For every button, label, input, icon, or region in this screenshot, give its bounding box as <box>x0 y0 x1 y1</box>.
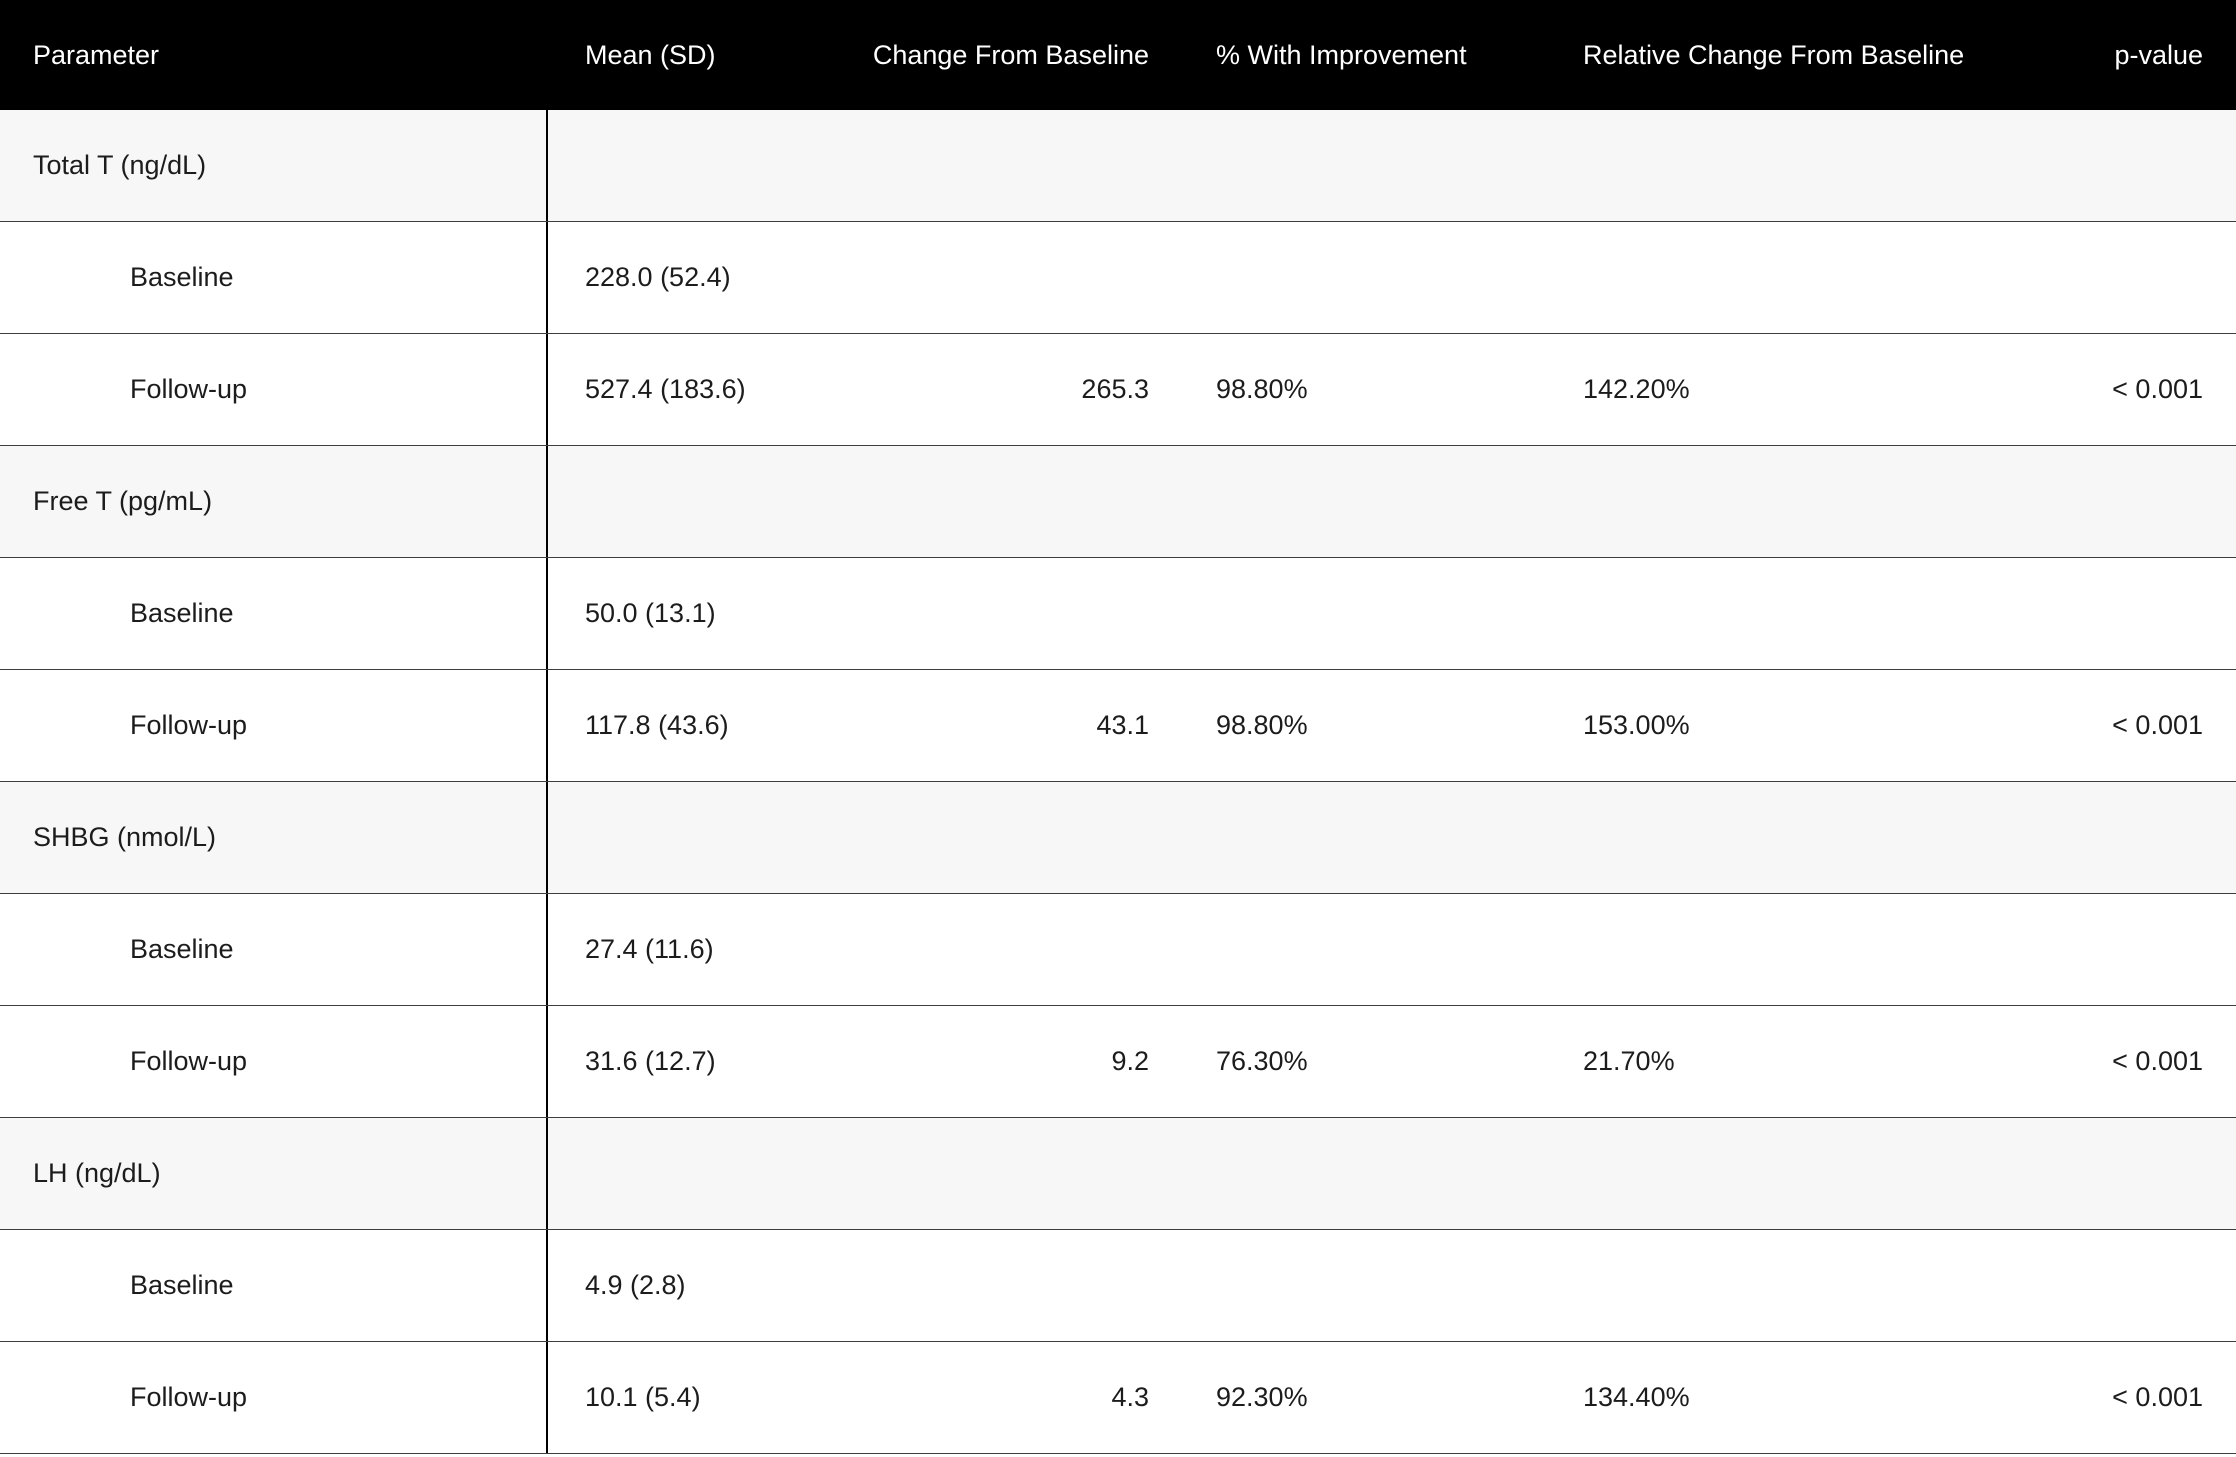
parameter-cell: Baseline <box>0 558 548 669</box>
relative-change-cell <box>1549 1230 2061 1341</box>
parameter-cell: LH (ng/dL) <box>0 1118 548 1229</box>
relative-change-cell <box>1549 446 2061 557</box>
parameter-cell: Follow-up <box>0 1342 548 1453</box>
parameter-cell: Total T (ng/dL) <box>0 110 548 221</box>
mean-sd-cell: 10.1 (5.4) <box>585 1382 701 1413</box>
relative-change-cell <box>1549 222 2061 333</box>
pct-improvement-cell: 98.80% <box>1216 710 1308 741</box>
mean-sd-cell: 31.6 (12.7) <box>585 1046 716 1077</box>
column-header-pct-with-improvement: % With Improvement <box>1216 39 1467 70</box>
relative-change-cell <box>1549 894 2061 1005</box>
relative-change-cell <box>1549 110 2061 221</box>
p-value-cell <box>2061 894 2236 1005</box>
column-header-p-value: p-value <box>2114 39 2203 70</box>
p-value-cell <box>2061 110 2236 221</box>
change-cell <box>834 222 1182 333</box>
change-cell <box>834 782 1182 893</box>
column-header-relative-change: Relative Change From Baseline <box>1583 39 1965 70</box>
mean-sd-cell: 50.0 (13.1) <box>585 598 716 629</box>
parameter-cell: Baseline <box>0 1230 548 1341</box>
pct-improvement-cell <box>1182 110 1549 221</box>
change-cell: 265.3 <box>1081 374 1149 405</box>
relative-change-cell: 142.20% <box>1583 374 1690 405</box>
relative-change-cell <box>1549 558 2061 669</box>
mean-sd-cell: 4.9 (2.8) <box>585 1270 686 1301</box>
p-value-cell: < 0.001 <box>2112 1382 2203 1413</box>
parameter-cell: Free T (pg/mL) <box>0 446 548 557</box>
column-header-mean-sd: Mean (SD) <box>585 39 716 70</box>
pct-improvement-cell <box>1182 446 1549 557</box>
relative-change-cell <box>1549 782 2061 893</box>
mean-sd-cell <box>548 110 834 221</box>
parameter-cell: Baseline <box>0 894 548 1005</box>
change-cell <box>834 894 1182 1005</box>
p-value-cell: < 0.001 <box>2112 710 2203 741</box>
column-header-parameter: Parameter <box>0 0 548 110</box>
relative-change-cell: 153.00% <box>1583 710 1690 741</box>
parameter-cell: Baseline <box>0 222 548 333</box>
table-row-group: Total T (ng/dL) <box>0 110 2236 222</box>
mean-sd-cell <box>548 1118 834 1229</box>
pct-improvement-cell: 92.30% <box>1216 1382 1308 1413</box>
table-row: Follow-up 31.6 (12.7) 9.2 76.30% 21.70% < 0.0… <box>0 1006 2236 1118</box>
mean-sd-cell: 27.4 (11.6) <box>585 934 714 965</box>
p-value-cell <box>2061 446 2236 557</box>
mean-sd-cell <box>548 446 834 557</box>
pct-improvement-cell: 76.30% <box>1216 1046 1308 1077</box>
p-value-cell: < 0.001 <box>2112 374 2203 405</box>
table-body: Total T (ng/dL) Baseline 228.0 (52.4) Follo… <box>0 110 2236 1454</box>
table-row-group: Free T (pg/mL) <box>0 446 2236 558</box>
p-value-cell <box>2061 558 2236 669</box>
relative-change-cell: 134.40% <box>1583 1382 1690 1413</box>
p-value-cell <box>2061 1230 2236 1341</box>
change-cell: 4.3 <box>1111 1382 1149 1413</box>
change-cell <box>834 1230 1182 1341</box>
table-row-group: LH (ng/dL) <box>0 1118 2236 1230</box>
pct-improvement-cell <box>1182 558 1549 669</box>
table-row: Follow-up 527.4 (183.6) 265.3 98.80% 142.20%… <box>0 334 2236 446</box>
change-cell <box>834 110 1182 221</box>
parameter-cell: Follow-up <box>0 1006 548 1117</box>
parameter-cell: Follow-up <box>0 334 548 445</box>
mean-sd-cell: 117.8 (43.6) <box>585 710 729 741</box>
table-row: Follow-up 117.8 (43.6) 43.1 98.80% 153.00% < … <box>0 670 2236 782</box>
relative-change-cell <box>1549 1118 2061 1229</box>
pct-improvement-cell <box>1182 1118 1549 1229</box>
change-cell <box>834 446 1182 557</box>
p-value-cell <box>2061 782 2236 893</box>
table-row-group: SHBG (nmol/L) <box>0 782 2236 894</box>
change-cell <box>834 558 1182 669</box>
p-value-cell: < 0.001 <box>2112 1046 2203 1077</box>
p-value-cell <box>2061 1118 2236 1229</box>
parameter-cell: SHBG (nmol/L) <box>0 782 548 893</box>
parameter-cell: Follow-up <box>0 670 548 781</box>
pct-improvement-cell <box>1182 1230 1549 1341</box>
mean-sd-cell: 527.4 (183.6) <box>585 374 746 405</box>
pct-improvement-cell <box>1182 222 1549 333</box>
relative-change-cell: 21.70% <box>1583 1046 1675 1077</box>
column-header-change-from-baseline: Change From Baseline <box>872 39 1149 70</box>
p-value-cell <box>2061 222 2236 333</box>
change-cell <box>834 1118 1182 1229</box>
change-cell: 9.2 <box>1111 1046 1149 1077</box>
mean-sd-cell <box>548 782 834 893</box>
table-header-row: Parameter Mean (SD) Change From Baseline… <box>0 0 2236 110</box>
change-cell: 43.1 <box>1096 710 1149 741</box>
pct-improvement-cell <box>1182 894 1549 1005</box>
pct-improvement-cell <box>1182 782 1549 893</box>
mean-sd-cell: 228.0 (52.4) <box>585 262 731 293</box>
table-row: Baseline 50.0 (13.1) <box>0 558 2236 670</box>
pct-improvement-cell: 98.80% <box>1216 374 1308 405</box>
table-row: Follow-up 10.1 (5.4) 4.3 92.30% 134.40% < 0.0… <box>0 1342 2236 1454</box>
table-row: Baseline 4.9 (2.8) <box>0 1230 2236 1342</box>
table-row: Baseline 228.0 (52.4) <box>0 222 2236 334</box>
table-row: Baseline 27.4 (11.6) <box>0 894 2236 1006</box>
